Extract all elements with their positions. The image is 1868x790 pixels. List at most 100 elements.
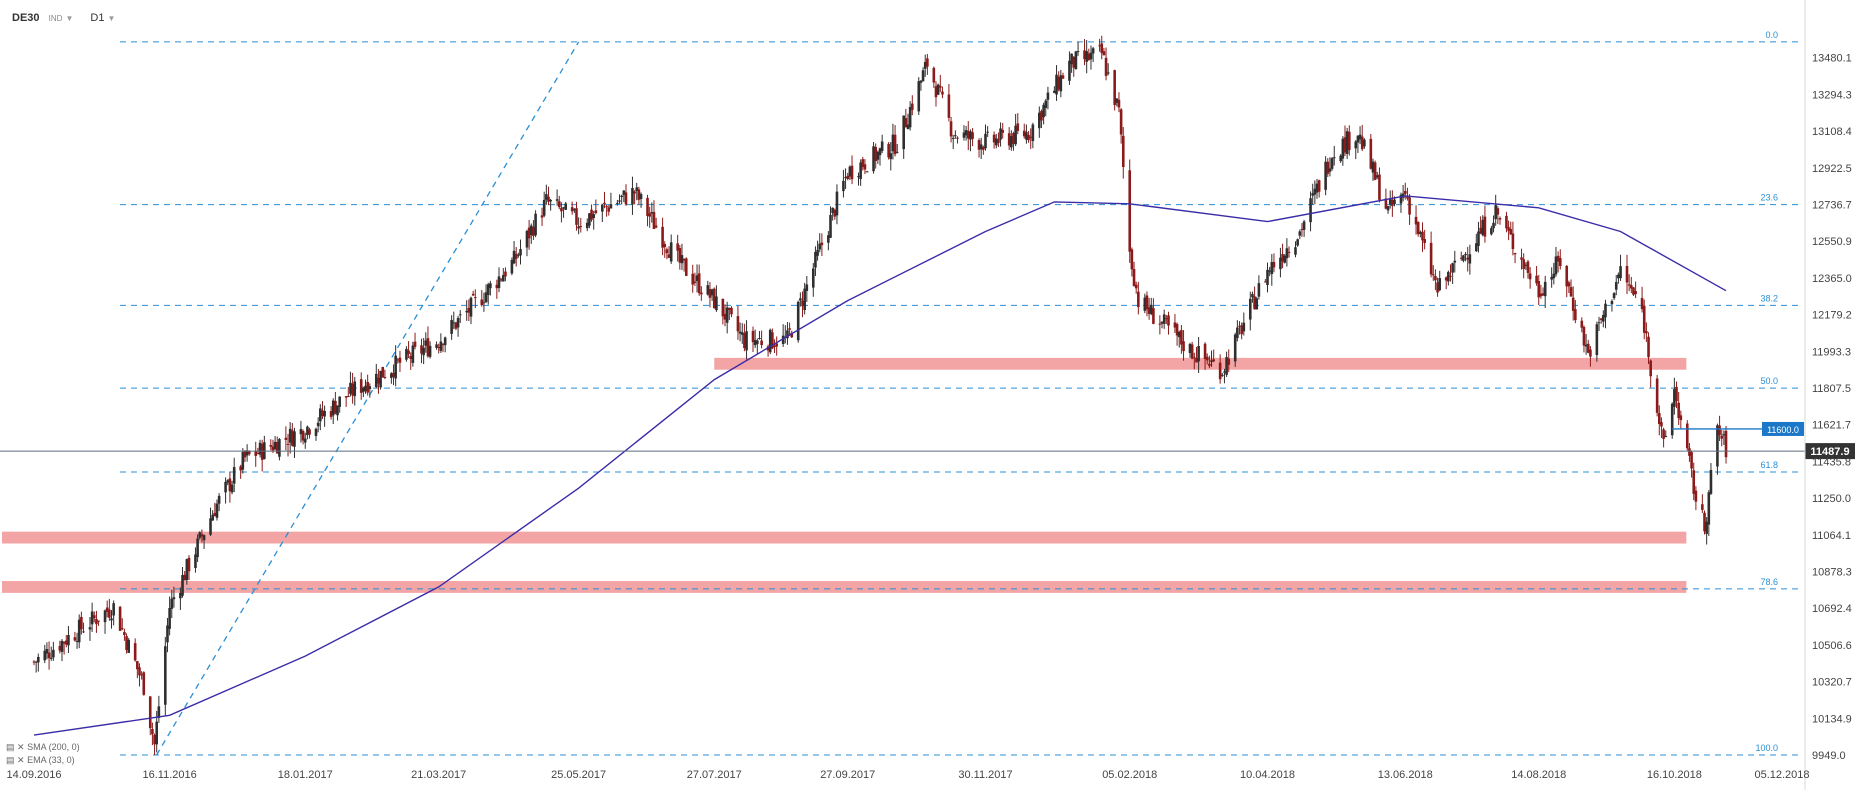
candle-body <box>1716 425 1719 467</box>
candle-body <box>439 341 443 351</box>
candle-body <box>181 575 184 596</box>
candle-body <box>1270 262 1274 275</box>
candle-body <box>271 446 275 451</box>
candle-body <box>1477 231 1480 246</box>
candle-body <box>1145 295 1149 310</box>
candle-body <box>467 307 471 313</box>
candle-body <box>1690 452 1693 469</box>
candle-body <box>1083 50 1086 60</box>
candle-body <box>1195 357 1198 363</box>
candle-body <box>228 478 232 492</box>
candle-body <box>1317 180 1321 192</box>
candle-body <box>1449 275 1452 277</box>
candle-body <box>1115 98 1119 103</box>
candle-body <box>241 452 245 470</box>
candle-body <box>374 373 378 388</box>
symbol-label[interactable]: DE30 <box>12 12 40 24</box>
candle-body <box>1589 349 1592 357</box>
candle-body <box>314 428 318 436</box>
y-tick-label: 12922.5 <box>1812 163 1852 175</box>
candle-body <box>157 706 161 718</box>
interval-dropdown-icon[interactable]: ▼ <box>107 14 116 23</box>
candle-body <box>1694 490 1698 502</box>
candle-body <box>740 332 744 335</box>
candle-body <box>428 345 432 357</box>
candle-body <box>1210 360 1213 362</box>
candle-body <box>471 293 475 296</box>
candle-body <box>1614 282 1618 290</box>
candle-body <box>519 249 522 256</box>
y-tick-label: 12179.2 <box>1812 310 1852 322</box>
interval-label[interactable]: D1 <box>90 12 105 24</box>
y-tick-label: 11435.8 <box>1812 456 1851 468</box>
candle-body <box>1647 336 1650 358</box>
legend-ema-label: EMA (33, 0) <box>27 755 75 765</box>
candle-body <box>691 273 695 285</box>
candle-body <box>1208 363 1211 366</box>
candle-body <box>172 597 176 600</box>
candle-body <box>293 431 296 447</box>
candle-body <box>1673 389 1676 407</box>
candle-body <box>443 337 447 346</box>
candle-body <box>1403 190 1407 194</box>
candle-body <box>512 250 516 264</box>
candle-body <box>1630 285 1633 289</box>
candle-body <box>196 538 199 558</box>
candle-body <box>1061 75 1065 79</box>
candle-body <box>390 373 393 378</box>
legend-ema[interactable]: ▤ ✕ EMA (33, 0) <box>6 755 75 766</box>
candle-body <box>62 642 66 644</box>
candle-body <box>1649 360 1652 377</box>
candle-body <box>275 441 279 454</box>
candle-body <box>723 313 727 320</box>
candle-body <box>1386 206 1390 211</box>
candle-body <box>693 281 697 283</box>
candle-body <box>1724 430 1728 458</box>
instrument-type-label: IND <box>48 14 63 23</box>
candle-body <box>456 318 460 328</box>
candle-body <box>1599 318 1603 320</box>
candle-body <box>814 251 817 268</box>
candle-body <box>1492 222 1495 229</box>
candle-body <box>1001 130 1005 133</box>
candle-body <box>971 132 974 139</box>
candle-body <box>1610 301 1614 305</box>
candle-body <box>501 275 505 282</box>
candle-body <box>1391 199 1394 207</box>
candle-body <box>1720 435 1724 439</box>
candle-body <box>1248 298 1252 320</box>
candle-body <box>77 619 81 643</box>
candle-body <box>303 438 307 443</box>
candle-body <box>1692 470 1696 494</box>
candle-body <box>1466 257 1470 260</box>
candle-body <box>1279 257 1282 270</box>
symbol-dropdown-icon[interactable]: ▼ <box>65 14 74 23</box>
candle-body <box>738 331 742 334</box>
candle-body <box>917 81 921 112</box>
candle-body <box>1436 282 1439 293</box>
candle-body <box>1091 48 1095 54</box>
candle-body <box>1236 327 1239 339</box>
candle-body <box>637 189 641 200</box>
candle-body <box>47 652 51 659</box>
candle-body <box>745 331 748 351</box>
candle-body <box>844 177 847 179</box>
candle-body <box>1468 254 1472 264</box>
candle-body <box>872 146 875 172</box>
candle-body <box>1595 324 1599 356</box>
candle-body <box>1586 343 1590 353</box>
candle-body <box>1167 315 1170 326</box>
legend-icon: ▤ ✕ <box>6 742 25 752</box>
candle-body <box>1025 132 1028 140</box>
y-tick-label: 11993.3 <box>1812 346 1851 358</box>
candle-body <box>1010 136 1013 148</box>
candle-body <box>1360 136 1364 150</box>
candle-body <box>90 611 94 625</box>
candle-body <box>534 213 537 236</box>
legend-sma[interactable]: ▤ ✕ SMA (200, 0) <box>6 742 80 753</box>
candle-body <box>585 222 589 229</box>
candle-body <box>316 422 320 427</box>
candle-body <box>239 466 242 471</box>
candle-body <box>736 316 740 332</box>
